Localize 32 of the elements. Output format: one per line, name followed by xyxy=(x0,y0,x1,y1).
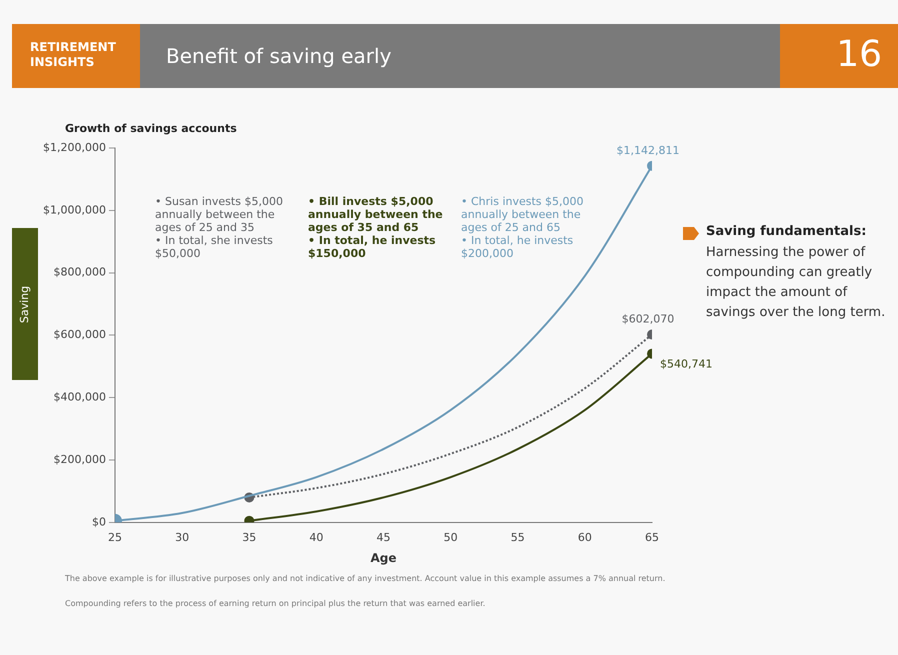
text: Compounding refers to the process of earning return on principal plus the return that was earned earlier. xyxy=(65,599,486,608)
x-tick-label: 65 xyxy=(645,530,659,544)
annotation: • Susan invests $5,000 annually between the ages of 25 and 35 • In total, she invests $50,000 xyxy=(155,195,284,260)
x-tick-label: 35 xyxy=(242,530,256,544)
text: Saving fundamentals: xyxy=(706,224,868,239)
data-label: $1,142,811 xyxy=(616,144,680,157)
y-tick-label: $600,000 xyxy=(53,328,106,342)
x-tick-label: 30 xyxy=(175,530,190,544)
chart-title: Benefit of saving early xyxy=(166,44,392,68)
y-tick-label: $800,000 xyxy=(53,266,106,279)
y-tick-label: $0 xyxy=(92,515,106,528)
y-tick-label: $1,200,000 xyxy=(42,140,106,154)
x-tick-label: 55 xyxy=(510,530,525,544)
annotation: • Bill invests $5,000 annually between the ages of 35 and 65 • In total, he invests $150,000 xyxy=(308,195,444,260)
x-tick-label: 45 xyxy=(376,530,390,544)
x-tick-label: 50 xyxy=(444,530,458,544)
text: 16 xyxy=(835,34,882,75)
annotation: • Chris invests $5,000 annually between the ages of 25 and 65 • In total, he invests $200,000 xyxy=(461,195,585,260)
x-axis-title: Age xyxy=(370,550,396,565)
y-tick-label: $200,000 xyxy=(53,452,106,466)
data-label: $540,741 xyxy=(660,358,712,371)
y-tick-label: $1,000,000 xyxy=(42,203,106,216)
text: The above example is for illustrative purposes only and not indicative of any investment. Account value in this example assumes a 7% annual return. xyxy=(65,574,666,583)
text: Harnessing the power of compounding can greatly impact the amount of savings over the long term. xyxy=(706,244,886,322)
text: Saving xyxy=(18,285,32,323)
chart-subtitle: Growth of savings accounts xyxy=(65,122,238,135)
data-label: $602,070 xyxy=(622,312,674,326)
x-tick-label: 60 xyxy=(578,530,592,544)
text: RETIREMENT INSIGHTS xyxy=(30,40,117,70)
x-tick-label: 40 xyxy=(309,530,324,544)
y-tick-label: $400,000 xyxy=(53,390,106,404)
x-tick-label: 25 xyxy=(108,530,122,544)
